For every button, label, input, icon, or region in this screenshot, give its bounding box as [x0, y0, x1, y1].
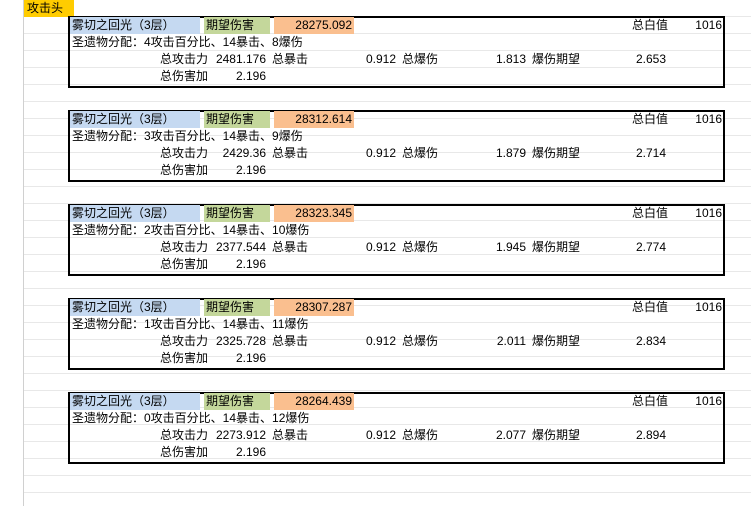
total-white-label: 总白值 [630, 299, 678, 316]
total-crit-value: 0.912 [318, 51, 398, 68]
total-white-label: 总白值 [630, 17, 678, 34]
total-atk-label: 总攻击力 [150, 145, 210, 162]
critdmg-expect-value: 2.894 [588, 427, 668, 444]
total-dmgbonus-value: 2.196 [208, 350, 268, 367]
total-dmgbonus-label: 总伤害加 [150, 162, 210, 179]
expected-damage-value: 28323.345 [274, 205, 354, 222]
total-white-value: 1016 [680, 17, 724, 34]
total-crit-label: 总暴击 [270, 51, 316, 68]
total-white-value: 1016 [680, 205, 724, 222]
total-crit-value: 0.912 [318, 427, 398, 444]
total-atk-label: 总攻击力 [150, 239, 210, 256]
total-atk-label: 总攻击力 [150, 427, 210, 444]
critdmg-expect-value: 2.653 [588, 51, 668, 68]
total-dmgbonus-label: 总伤害加 [150, 444, 210, 461]
total-crit-value: 0.912 [318, 333, 398, 350]
weapon-name: 雾切之回光（3层） [70, 393, 200, 410]
artifact-alloc: 圣遗物分配：2攻击百分比、14暴击、10爆伤 [70, 222, 390, 239]
expected-damage-label: 期望伤害 [204, 299, 270, 316]
expected-damage-value: 28307.287 [274, 299, 354, 316]
total-atk-value: 2325.728 [208, 333, 268, 350]
critdmg-expect-value: 2.774 [588, 239, 668, 256]
weapon-name: 雾切之回光（3层） [70, 205, 200, 222]
total-critdmg-label: 总爆伤 [400, 239, 446, 256]
total-critdmg-label: 总爆伤 [400, 427, 446, 444]
total-critdmg-label: 总爆伤 [400, 51, 446, 68]
weapon-name: 雾切之回光（3层） [70, 17, 200, 34]
total-atk-label: 总攻击力 [150, 333, 210, 350]
total-white-label: 总白值 [630, 205, 678, 222]
total-white-label: 总白值 [630, 393, 678, 410]
total-dmgbonus-value: 2.196 [208, 256, 268, 273]
expected-damage-label: 期望伤害 [204, 17, 270, 34]
expected-damage-label: 期望伤害 [204, 111, 270, 128]
total-white-value: 1016 [680, 393, 724, 410]
total-dmgbonus-value: 2.196 [208, 68, 268, 85]
total-crit-value: 0.912 [318, 145, 398, 162]
total-crit-label: 总暴击 [270, 239, 316, 256]
total-atk-value: 2377.544 [208, 239, 268, 256]
total-critdmg-label: 总爆伤 [400, 145, 446, 162]
total-critdmg-value: 1.879 [448, 145, 528, 162]
critdmg-expect-value: 2.714 [588, 145, 668, 162]
total-crit-label: 总暴击 [270, 145, 316, 162]
total-dmgbonus-value: 2.196 [208, 444, 268, 461]
total-white-label: 总白值 [630, 111, 678, 128]
total-atk-value: 2429.36 [208, 145, 268, 162]
spreadsheet-viewport[interactable]: 攻击头雾切之回光（3层）期望伤害28275.092总白值1016圣遗物分配：4攻… [0, 0, 751, 506]
critdmg-expect-label: 爆伤期望 [530, 333, 586, 350]
total-critdmg-label: 总爆伤 [400, 333, 446, 350]
expected-damage-value: 28275.092 [274, 17, 354, 34]
expected-damage-label: 期望伤害 [204, 393, 270, 410]
weapon-name: 雾切之回光（3层） [70, 299, 200, 316]
artifact-alloc: 圣遗物分配：4攻击百分比、14暴击、8爆伤 [70, 34, 390, 51]
total-crit-label: 总暴击 [270, 427, 316, 444]
critdmg-expect-value: 2.834 [588, 333, 668, 350]
grid-area[interactable]: 攻击头雾切之回光（3层）期望伤害28275.092总白值1016圣遗物分配：4攻… [24, 0, 751, 506]
critdmg-expect-label: 爆伤期望 [530, 427, 586, 444]
total-atk-value: 2273.912 [208, 427, 268, 444]
title-cell: 攻击头 [24, 0, 74, 17]
total-white-value: 1016 [680, 299, 724, 316]
artifact-alloc: 圣遗物分配：1攻击百分比、14暴击、11爆伤 [70, 316, 390, 333]
total-dmgbonus-value: 2.196 [208, 162, 268, 179]
weapon-name: 雾切之回光（3层） [70, 111, 200, 128]
expected-damage-value: 28264.439 [274, 393, 354, 410]
total-critdmg-value: 2.077 [448, 427, 528, 444]
total-crit-value: 0.912 [318, 239, 398, 256]
row-header-column [0, 0, 24, 506]
expected-damage-label: 期望伤害 [204, 205, 270, 222]
total-dmgbonus-label: 总伤害加 [150, 350, 210, 367]
total-critdmg-value: 1.945 [448, 239, 528, 256]
total-atk-value: 2481.176 [208, 51, 268, 68]
total-crit-label: 总暴击 [270, 333, 316, 350]
critdmg-expect-label: 爆伤期望 [530, 145, 586, 162]
total-atk-label: 总攻击力 [150, 51, 210, 68]
critdmg-expect-label: 爆伤期望 [530, 51, 586, 68]
critdmg-expect-label: 爆伤期望 [530, 239, 586, 256]
artifact-alloc: 圣遗物分配：0攻击百分比、14暴击、12爆伤 [70, 410, 390, 427]
expected-damage-value: 28312.614 [274, 111, 354, 128]
total-dmgbonus-label: 总伤害加 [150, 256, 210, 273]
total-critdmg-value: 2.011 [448, 333, 528, 350]
total-dmgbonus-label: 总伤害加 [150, 68, 210, 85]
total-critdmg-value: 1.813 [448, 51, 528, 68]
total-white-value: 1016 [680, 111, 724, 128]
artifact-alloc: 圣遗物分配：3攻击百分比、14暴击、9爆伤 [70, 128, 390, 145]
